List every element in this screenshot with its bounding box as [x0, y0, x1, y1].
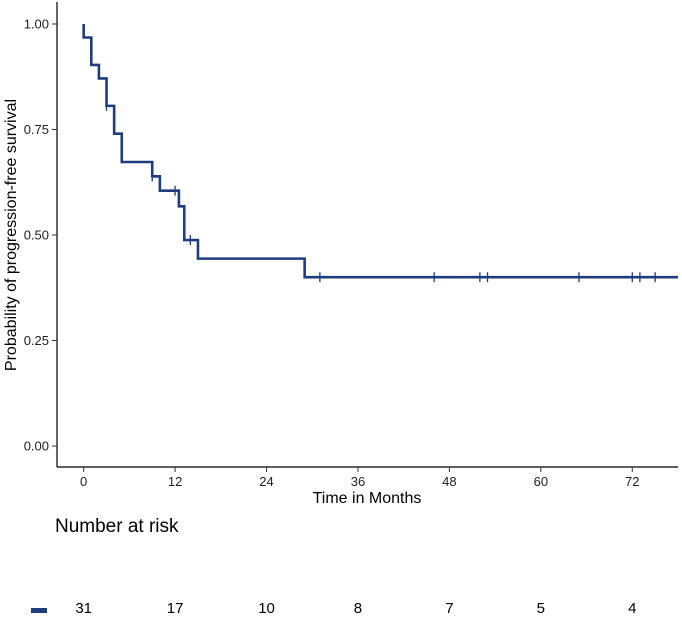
y-tick-label: 0.25 [24, 333, 49, 348]
y-axis: 0.00 0.25 0.50 0.75 1.00 [24, 2, 58, 467]
series-layer [82, 24, 678, 283]
y-tick-label: 0.50 [24, 228, 49, 243]
km-survival-curve [82, 24, 678, 279]
y-tick-label: 0.00 [24, 439, 49, 454]
x-axis-title: Time in Months [313, 490, 422, 507]
x-tick-label: 0 [80, 474, 87, 489]
x-tick-label: 12 [168, 474, 182, 489]
y-axis-title: Probability of progression-free survival [3, 99, 20, 371]
km-plot: 0.00 0.25 0.50 0.75 1.00 0 12 24 36 48 60 72 Time … [3, 2, 678, 507]
risk-legend-swatch [31, 608, 47, 613]
risk-count: 7 [445, 600, 454, 617]
risk-count: 17 [166, 600, 184, 617]
risk-count: 4 [628, 600, 637, 617]
risk-table-row: 31 17 10 8 7 5 4 [0, 600, 682, 624]
x-tick-label: 60 [534, 474, 548, 489]
y-tick-label: 0.75 [24, 122, 49, 137]
risk-count: 31 [75, 600, 92, 617]
risk-count: 10 [258, 600, 275, 617]
risk-table-title: Number at risk [55, 516, 179, 537]
x-tick-label: 24 [259, 474, 273, 489]
x-tick-label: 48 [442, 474, 456, 489]
x-tick-label: 72 [625, 474, 639, 489]
risk-count: 5 [536, 600, 546, 617]
y-tick-label: 1.00 [24, 17, 49, 32]
x-tick-label: 36 [351, 474, 365, 489]
risk-count: 8 [353, 600, 363, 617]
x-axis: 0 12 24 36 48 60 72 [57, 466, 678, 489]
